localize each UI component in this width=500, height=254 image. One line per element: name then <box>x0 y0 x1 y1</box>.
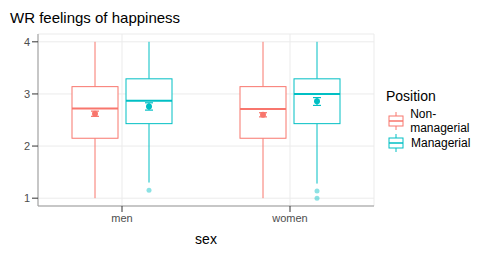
svg-text:4: 4 <box>24 36 30 48</box>
html-text:WR feelings of happiness: WR feelings of happiness <box>10 9 181 26</box>
html-text:Position: Position <box>386 88 436 104</box>
html-text:Non-managerial: Non-managerial <box>410 107 470 135</box>
svg-text:1: 1 <box>24 192 30 204</box>
svg-text:2: 2 <box>24 140 30 152</box>
svg-text:sex: sex <box>195 231 217 244</box>
svg-text:women: women <box>271 212 307 224</box>
svg-text:3: 3 <box>24 88 30 100</box>
svg-text:men: men <box>111 212 132 224</box>
html-text:Managerial: Managerial <box>411 136 471 150</box>
